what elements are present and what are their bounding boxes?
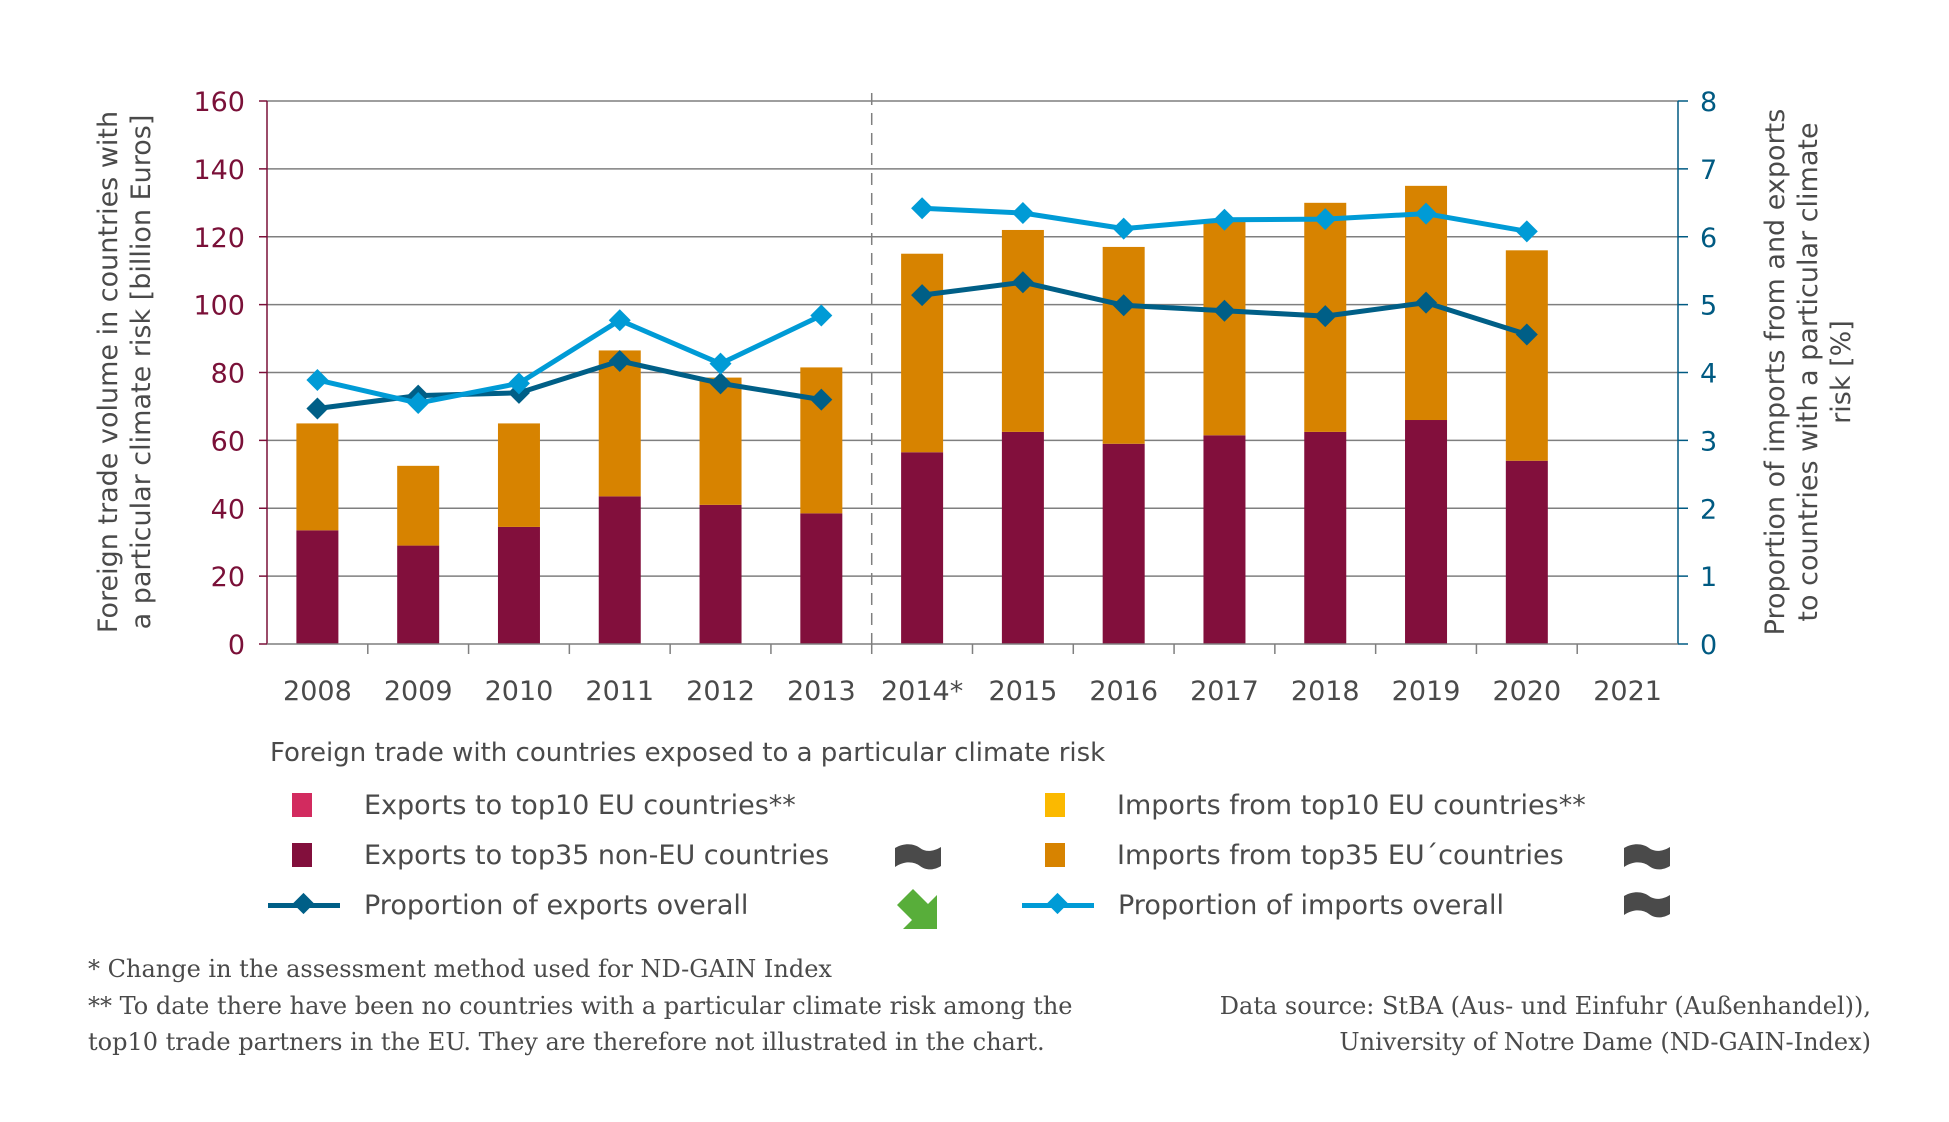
x-tick-label: 2012 <box>686 676 755 707</box>
data-point-marker <box>709 352 732 375</box>
bar-segment <box>1203 219 1246 436</box>
data-source-line2: University of Notre Dame (ND-GAIN-Index) <box>1339 1028 1871 1056</box>
right-tick-label: 8 <box>1700 87 1717 118</box>
axes <box>259 100 1688 654</box>
right-tick-label: 3 <box>1700 426 1717 457</box>
data-point-marker <box>1011 201 1034 224</box>
left-axis-ticks: 0 20 40 60 80 100 120 140 160 <box>193 87 245 661</box>
bar-segment <box>397 465 440 546</box>
bar-segment <box>1203 435 1246 644</box>
x-tick-label: 2014* <box>881 676 963 707</box>
data-point-marker <box>1314 305 1337 328</box>
data-point-marker <box>810 388 833 411</box>
bar-segment <box>1001 229 1044 432</box>
right-tick-label: 4 <box>1700 359 1717 390</box>
footnote-top10-line2: top10 trade partners in the EU. They are… <box>88 1028 1045 1056</box>
data-point-marker <box>1415 202 1438 225</box>
data-point-marker <box>1515 323 1538 346</box>
bar-segment <box>1505 460 1548 644</box>
data-point-marker <box>608 309 631 332</box>
data-point-marker <box>507 372 530 395</box>
left-tick-label: 20 <box>211 562 245 593</box>
bar-segment <box>1102 246 1145 444</box>
data-point-marker <box>407 392 430 415</box>
footnote-method-change: * Change in the assessment method used f… <box>88 955 832 983</box>
x-tick-label: 2009 <box>384 676 453 707</box>
data-point-marker <box>709 372 732 395</box>
right-axis-title-line3: risk [%] <box>1826 320 1857 424</box>
left-axis-title-line2: a particular climate risk [billion Euros… <box>126 115 157 630</box>
x-tick-label: 2015 <box>989 676 1058 707</box>
left-tick-label: 120 <box>193 223 245 254</box>
data-point-marker <box>1515 220 1538 243</box>
gridlines <box>267 100 1678 577</box>
left-tick-label: 40 <box>211 494 245 525</box>
data-point-marker <box>1112 217 1135 240</box>
bar-segment <box>1405 420 1448 644</box>
bar-segment <box>497 423 540 527</box>
x-tick-label: 2020 <box>1492 676 1561 707</box>
bar-segment <box>497 526 540 644</box>
right-axis-title-line2: to countries with a particular climate <box>1793 122 1824 621</box>
x-axis-ticks: 2008 2009 2010 2011 2012 2013 2014* 2015 2016 201… <box>283 676 1662 707</box>
x-tick-label: 2016 <box>1089 676 1158 707</box>
bar-segment <box>800 513 843 644</box>
x-tick-label: 2013 <box>787 676 856 707</box>
data-source-line1: Data source: StBA (Aus- und Einfuhr (Auß… <box>1219 992 1871 1020</box>
data-point-marker <box>1112 294 1135 317</box>
bars <box>296 185 1548 644</box>
data-point-marker <box>1415 291 1438 314</box>
right-axis-ticks: 0 1 2 3 4 5 6 7 8 <box>1700 87 1717 661</box>
bar-segment <box>296 423 339 531</box>
right-tick-label: 1 <box>1700 562 1717 593</box>
left-axis-title-line1: Foreign trade volume in countries with <box>93 111 124 633</box>
x-tick-label: 2021 <box>1593 676 1662 707</box>
data-point-marker <box>911 197 934 220</box>
right-tick-label: 5 <box>1700 291 1717 322</box>
bar-segment <box>296 530 339 644</box>
bar-segment <box>699 377 742 505</box>
x-tick-label: 2011 <box>585 676 654 707</box>
left-tick-label: 60 <box>211 426 245 457</box>
bar-segment <box>901 452 944 644</box>
bar-segment <box>598 350 641 497</box>
x-tick-label: 2010 <box>485 676 554 707</box>
x-tick-label: 2019 <box>1392 676 1461 707</box>
right-tick-label: 6 <box>1700 223 1717 254</box>
x-tick-label: 2017 <box>1190 676 1259 707</box>
left-tick-label: 100 <box>193 291 245 322</box>
series-lines <box>306 197 1538 420</box>
footnote-top10-line1: ** To date there have been no countries … <box>88 992 1073 1020</box>
bar-segment <box>1102 443 1145 644</box>
x-tick-label: 2018 <box>1291 676 1360 707</box>
data-point-marker <box>1213 299 1236 322</box>
left-tick-label: 0 <box>228 630 245 661</box>
left-tick-label: 80 <box>211 359 245 390</box>
right-tick-label: 0 <box>1700 630 1717 661</box>
data-point-marker <box>1011 271 1034 294</box>
series-line <box>317 358 822 411</box>
bar-segment <box>901 253 944 453</box>
data-point-marker <box>608 349 631 372</box>
data-point-marker <box>306 368 329 391</box>
data-point-marker <box>810 304 833 327</box>
bar-segment <box>1505 250 1548 461</box>
bar-segment <box>1001 431 1044 644</box>
data-point-marker <box>1213 208 1236 231</box>
bar-segment <box>699 504 742 644</box>
bar-segment <box>598 496 641 644</box>
left-tick-label: 160 <box>193 87 245 118</box>
series-line <box>316 313 823 406</box>
data-point-marker <box>306 397 329 420</box>
right-tick-label: 7 <box>1700 155 1717 186</box>
left-tick-label: 140 <box>193 155 245 186</box>
bar-segment <box>397 545 440 644</box>
x-tick-label: 2008 <box>283 676 352 707</box>
right-axis-title-line1: Proportion of imports from and exports <box>1760 109 1791 636</box>
bar-segment <box>1304 431 1347 644</box>
right-tick-label: 2 <box>1700 494 1717 525</box>
data-point-marker <box>1314 208 1337 231</box>
data-point-marker <box>911 284 934 307</box>
